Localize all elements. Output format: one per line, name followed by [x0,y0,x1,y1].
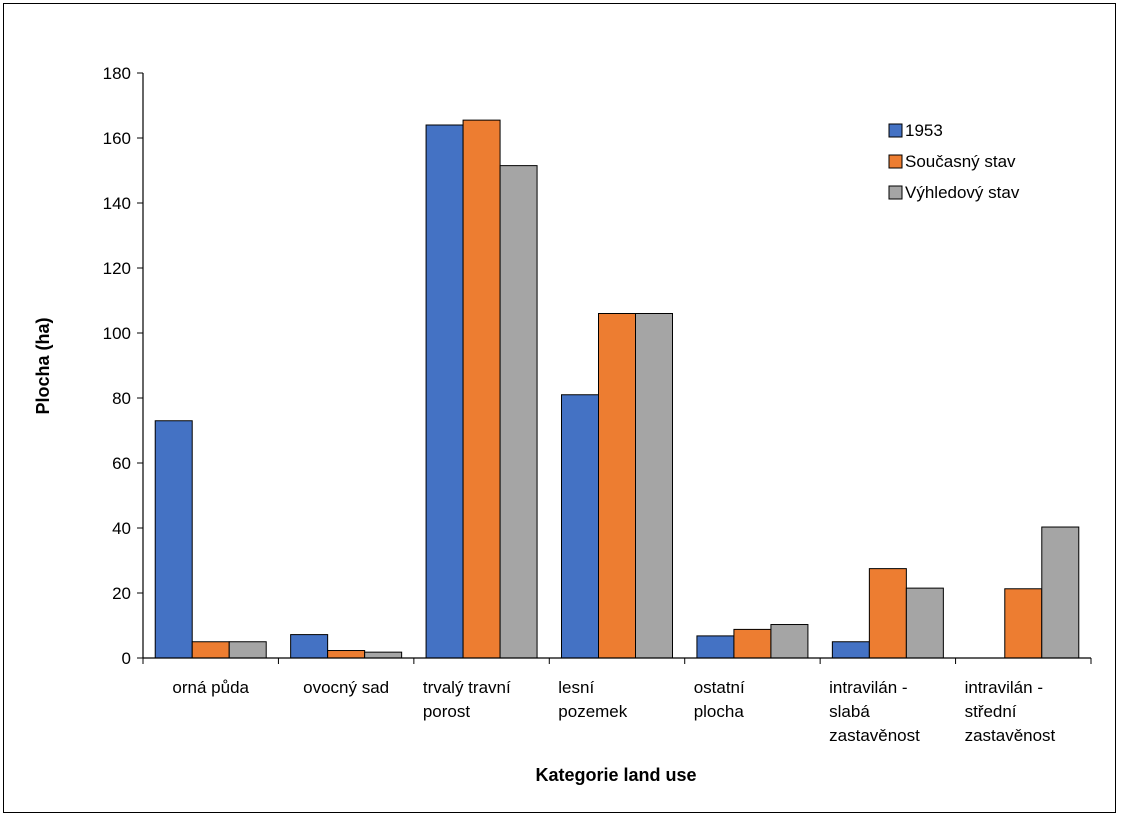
bar-1953-2 [425,124,464,659]
axes [142,73,1092,664]
x-category-label: orná půda [172,678,249,697]
bar-v-hledov-stav-2 [499,165,538,659]
legend-label: 1953 [905,121,943,140]
bar-sou-asn-stav-5 [868,568,907,659]
bar-sou-asn-stav-3 [598,313,636,659]
x-category-label: ostatní [694,678,745,697]
x-category-label: porost [423,702,471,721]
x-category-label: lesní [558,678,594,697]
x-category-label: trvalý travní [423,678,511,697]
x-category-label: slabá [829,702,870,721]
x-category-label: intravilán - [965,678,1043,697]
y-tick-label: 40 [112,519,131,538]
bar-1953-4 [696,635,735,659]
y-tick-label: 0 [122,649,131,668]
x-axis-title: Kategorie land use [535,765,696,785]
x-category-label: střední [965,702,1017,721]
y-tick-label: 140 [103,194,131,213]
bar-v-hledov-stav-6 [1041,526,1080,659]
y-tick-label: 120 [103,259,131,278]
x-category-label: zastavěnost [829,726,920,745]
bar-1953-1 [290,634,329,659]
y-tick-label: 60 [112,454,131,473]
y-axis-ticks: 0 20 40 60 80 100 120 140 160 180 [103,64,143,668]
y-tick-label: 160 [103,129,131,148]
y-tick-label: 180 [103,64,131,83]
bar-sou-asn-stav-2 [462,119,501,659]
bar-1953-0 [154,420,193,659]
bar-v-hledov-stav-3 [635,313,673,659]
bar-sou-asn-stav-1 [327,650,366,659]
chart-frame: 0 20 40 60 80 100 120 140 160 180 orná půda ovocný… [3,3,1116,813]
bar-sou-asn-stav-4 [733,628,772,659]
legend-swatch [888,185,903,200]
y-tick-label: 100 [103,324,131,343]
x-category-label: ovocný sad [303,678,389,697]
y-tick-label: 20 [112,584,131,603]
bar-v-hledov-stav-4 [770,624,809,659]
y-tick-label: 80 [112,389,131,408]
x-category-label: intravilán - [829,678,907,697]
legend-swatch [888,154,903,169]
legend-label: Současný stav [905,152,1016,171]
legend-swatch [888,123,903,138]
x-category-label: pozemek [558,702,627,721]
bar-v-hledov-stav-0 [228,641,267,659]
bar-1953-5 [831,641,870,659]
bar-v-hledov-stav-1 [364,651,403,659]
x-category-label: plocha [694,702,745,721]
bar-1953-3 [561,394,599,659]
bar-sou-asn-stav-6 [1004,588,1043,659]
bars [154,119,1080,659]
x-category-label: zastavěnost [965,726,1056,745]
x-axis-category-labels: orná půda ovocný sad trvalý travní porost le… [172,678,1055,745]
bar-sou-asn-stav-0 [191,641,230,659]
bar-v-hledov-stav-5 [905,587,944,659]
bar-chart: 0 20 40 60 80 100 120 140 160 180 orná půda ovocný… [33,64,1092,785]
y-axis-title: Plocha (ha) [33,317,53,414]
legend: 1953 Současný stav Výhledový stav [888,121,1020,202]
legend-label: Výhledový stav [905,183,1020,202]
